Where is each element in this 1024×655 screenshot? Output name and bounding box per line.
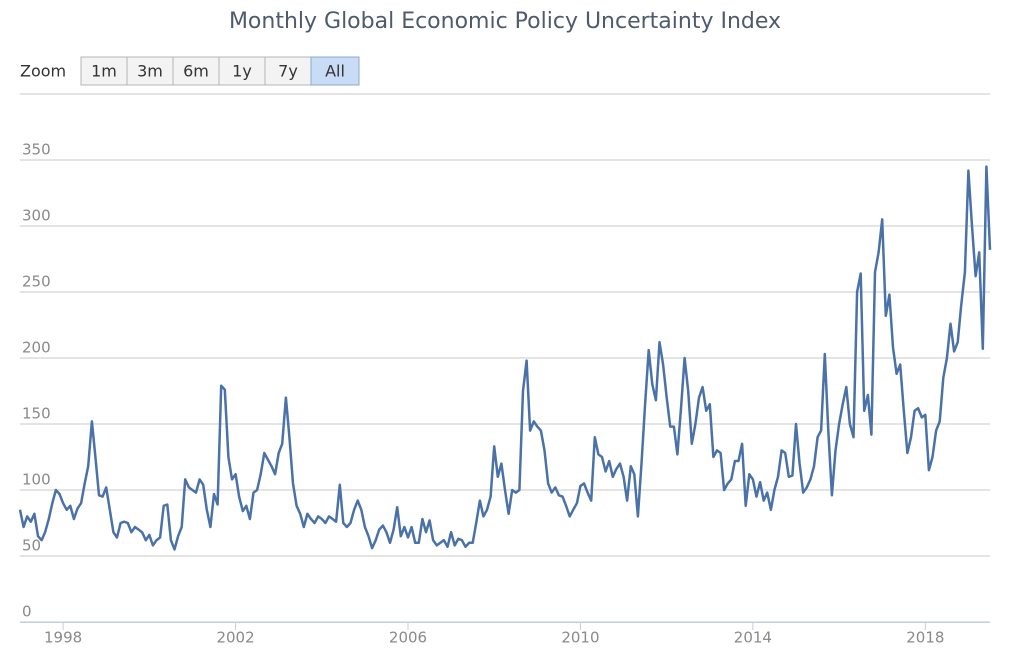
y-tick-label: 250: [22, 273, 51, 291]
chart-title: Monthly Global Economic Policy Uncertain…: [229, 9, 781, 34]
button-label[interactable]: 1m: [91, 62, 117, 81]
x-tick-label: 2010: [561, 629, 599, 647]
x-tick-label: 2002: [216, 629, 254, 647]
y-tick-label: 50: [22, 537, 41, 555]
y-tick-label: 100: [22, 471, 51, 489]
button-box[interactable]: [310, 56, 360, 86]
button-label[interactable]: 3m: [137, 62, 163, 81]
x-tick-label: 2006: [389, 629, 427, 647]
range-selector: 1m 3m 6m 1y 7y All: [80, 56, 360, 86]
x-tick-label: 2014: [734, 629, 772, 647]
zoom-label: Zoom: [20, 62, 66, 81]
button-label[interactable]: 7y: [278, 62, 298, 81]
zoom-button[interactable]: 1y: [218, 56, 266, 86]
button-label[interactable]: 6m: [183, 62, 209, 81]
y-tick-label: 0: [22, 603, 32, 621]
x-tick-label: 2018: [906, 629, 944, 647]
y-tick-label: 300: [22, 207, 51, 225]
zoom-button[interactable]: 7y: [264, 56, 312, 86]
y-tick-label: 150: [22, 405, 51, 423]
button-box[interactable]: [172, 56, 220, 86]
zoom-button[interactable]: 3m: [126, 56, 174, 86]
button-box[interactable]: [126, 56, 174, 86]
button-label[interactable]: All: [325, 62, 345, 81]
button-box[interactable]: [80, 56, 128, 86]
zoom-button[interactable]: 6m: [172, 56, 220, 86]
y-tick-label: 350: [22, 141, 51, 159]
data-line: [18, 165, 992, 551]
button-box[interactable]: [264, 56, 312, 86]
zoom-button[interactable]: All: [310, 56, 360, 86]
zoom-button[interactable]: 1m: [80, 56, 128, 86]
button-label[interactable]: 1y: [232, 62, 252, 81]
x-tick-label: 1998: [44, 629, 82, 647]
y-tick-label: 200: [22, 339, 51, 357]
